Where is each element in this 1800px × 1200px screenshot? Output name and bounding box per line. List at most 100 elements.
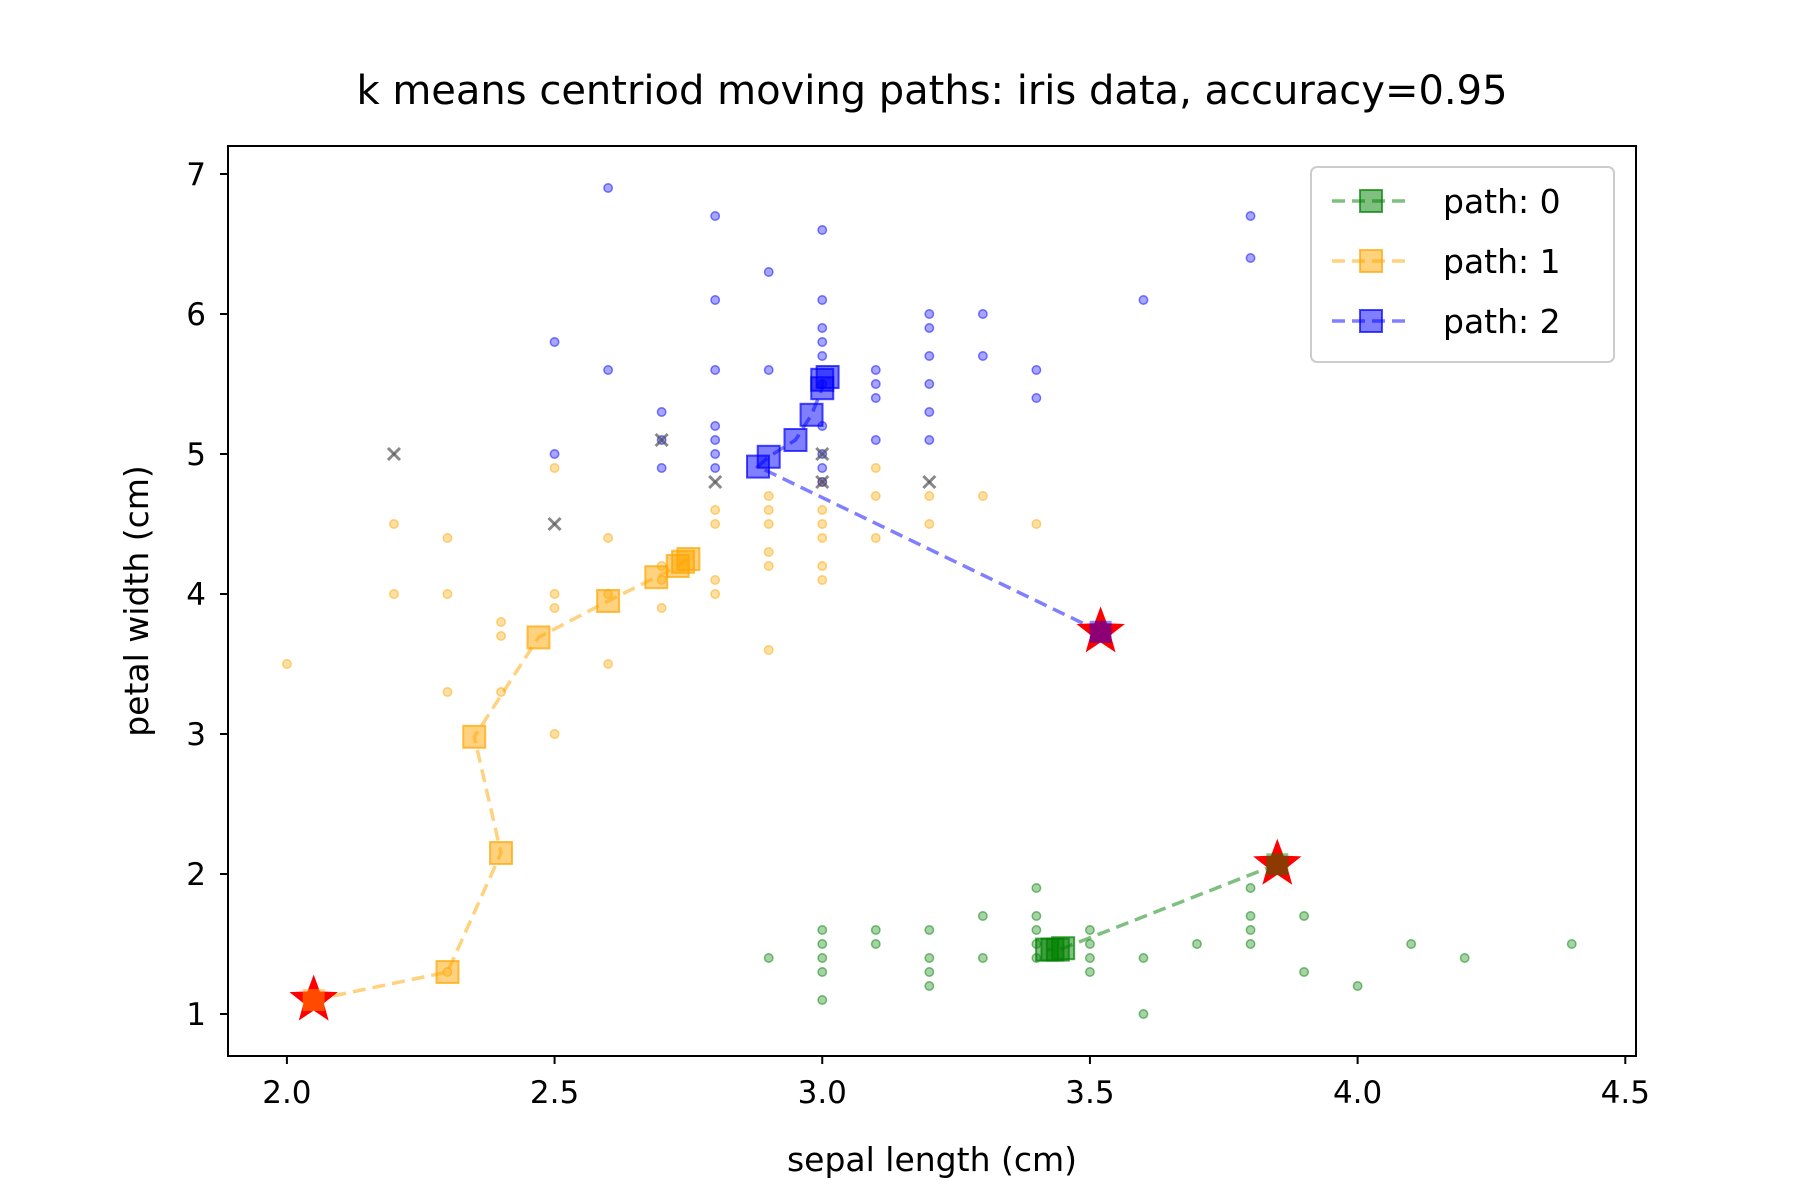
scatter-point-0: [1084, 967, 1095, 977]
scatter-point-1: [817, 505, 828, 515]
scatter-point-2: [817, 337, 828, 347]
scatter-point-1: [817, 519, 828, 529]
scatter-point-2: [710, 435, 721, 445]
legend-entry-2: path: 2: [1332, 302, 1561, 341]
centroid-path-marker-2: [815, 365, 840, 389]
scatter-point-1: [549, 589, 560, 599]
scatter-point-1: [977, 491, 988, 501]
scatter-point-0: [817, 939, 828, 949]
legend-entries: path: 0 path: 1 path: 2: [1332, 182, 1561, 341]
centroid-path-marker-2: [799, 402, 824, 427]
scatter-point-2: [870, 393, 881, 403]
scatter-point-2: [603, 365, 614, 375]
centroid-path-marker-2: [756, 444, 781, 469]
centroid-path-marker-1: [435, 960, 460, 984]
scatter-point-0: [763, 953, 774, 963]
scatter-point-0: [1084, 953, 1095, 963]
scatter-point-0: [1192, 939, 1202, 949]
legend: path: 0 path: 1 path: 2: [1310, 166, 1615, 363]
scatter-point-1: [656, 603, 667, 613]
x-tick-label: 4.5: [1601, 1075, 1650, 1111]
centroid-path-marker-1: [526, 625, 551, 650]
centroid-path-marker-0: [1035, 937, 1060, 962]
scatter-point-2: [549, 337, 560, 347]
centroid-paths: [313, 365, 1278, 1002]
scatter-point-1: [549, 729, 560, 739]
centroid-path-marker-1: [676, 547, 701, 571]
legend-label: path: 0: [1443, 182, 1561, 221]
scatter-point-0: [870, 925, 881, 935]
scatter-point-0: [977, 911, 988, 921]
scatter-point-1: [496, 631, 506, 641]
scatter-point-1: [817, 561, 828, 571]
scatter-point-2: [763, 365, 774, 375]
scatter-point-2: [710, 463, 721, 473]
centroid-path-marker-1: [644, 565, 669, 590]
scatter-point-1: [496, 617, 506, 627]
scatter-point-1: [281, 659, 292, 669]
scatter-point-2: [710, 211, 721, 221]
legend-marker: [1359, 189, 1383, 213]
scatter-point-1: [870, 533, 881, 543]
scatter-point-2: [924, 351, 935, 361]
scatter-point-2: [870, 379, 881, 389]
scatter-point-1: [817, 575, 828, 585]
scatter-point-2: [549, 449, 560, 459]
scatter-point-2: [817, 463, 828, 473]
scatter-point-1: [763, 505, 774, 515]
scatter-point-2: [710, 449, 721, 459]
scatter-point-0: [924, 953, 935, 963]
scatter-point-1: [389, 589, 399, 599]
scatter-point-0: [1031, 925, 1042, 935]
scatter-point-1: [710, 519, 721, 529]
scatter-point-1: [763, 519, 774, 529]
centroid-path-marker-1: [596, 589, 621, 613]
scatter-point-2: [710, 421, 721, 431]
scatter-point-2: [924, 379, 935, 389]
misclassified-marker: [708, 474, 723, 490]
scatter-point-1: [763, 491, 774, 501]
initial-centroid-star-0: [1253, 838, 1302, 885]
legend-entry-1: path: 1: [1332, 242, 1561, 281]
legend-marker: [1359, 249, 1383, 273]
scatter-point-0: [817, 967, 828, 977]
x-tick-label: 3.0: [798, 1075, 847, 1111]
initial-centroids: [289, 606, 1302, 1021]
y-tick-label: 3: [186, 717, 206, 753]
legend-entry-0: path: 0: [1332, 182, 1561, 221]
y-axis-ticks: 1 2 3 4 5 6 7: [186, 157, 228, 1033]
scatter-point-0: [1084, 939, 1095, 949]
scatter-point-2: [656, 463, 667, 473]
scatter-point-2: [763, 267, 774, 277]
scatter-point-1: [549, 603, 560, 613]
scatter-point-0: [1299, 911, 1310, 921]
legend-marker: [1359, 309, 1383, 333]
scatter-point-2: [817, 225, 828, 235]
initial-centroid-marker-1: [302, 989, 325, 1011]
scatter-point-2: [924, 309, 935, 319]
scatter-point-1: [1031, 519, 1042, 529]
centroid-path-marker-1: [462, 724, 487, 749]
scatter-point-1: [763, 561, 774, 571]
centroid-path-marker-2: [783, 428, 808, 452]
misclassified-marker: [922, 474, 937, 490]
initial-centroid-star-2: [1076, 606, 1125, 653]
x-axis-label: sepal length (cm): [787, 1140, 1077, 1179]
x-tick-label: 2.5: [530, 1075, 579, 1111]
scatter-point-1: [710, 575, 721, 585]
scatter-point-1: [763, 645, 774, 655]
scatter-point-1: [763, 547, 774, 557]
misclassified-marker: [547, 516, 562, 532]
scatter-point-0: [1031, 911, 1042, 921]
scatter-point-2: [817, 323, 828, 333]
scatter-point-1: [389, 519, 399, 529]
misclassified-marker: [815, 474, 830, 490]
centroid-path-marker-1: [489, 841, 514, 865]
initial-centroid-marker-2: [1089, 620, 1112, 643]
misclassified-marker: [815, 446, 830, 462]
scatter-point-1: [924, 519, 935, 529]
scatter-point-0: [1245, 925, 1256, 935]
scatter-point-0: [977, 953, 988, 963]
scatter-point-2: [656, 407, 667, 417]
